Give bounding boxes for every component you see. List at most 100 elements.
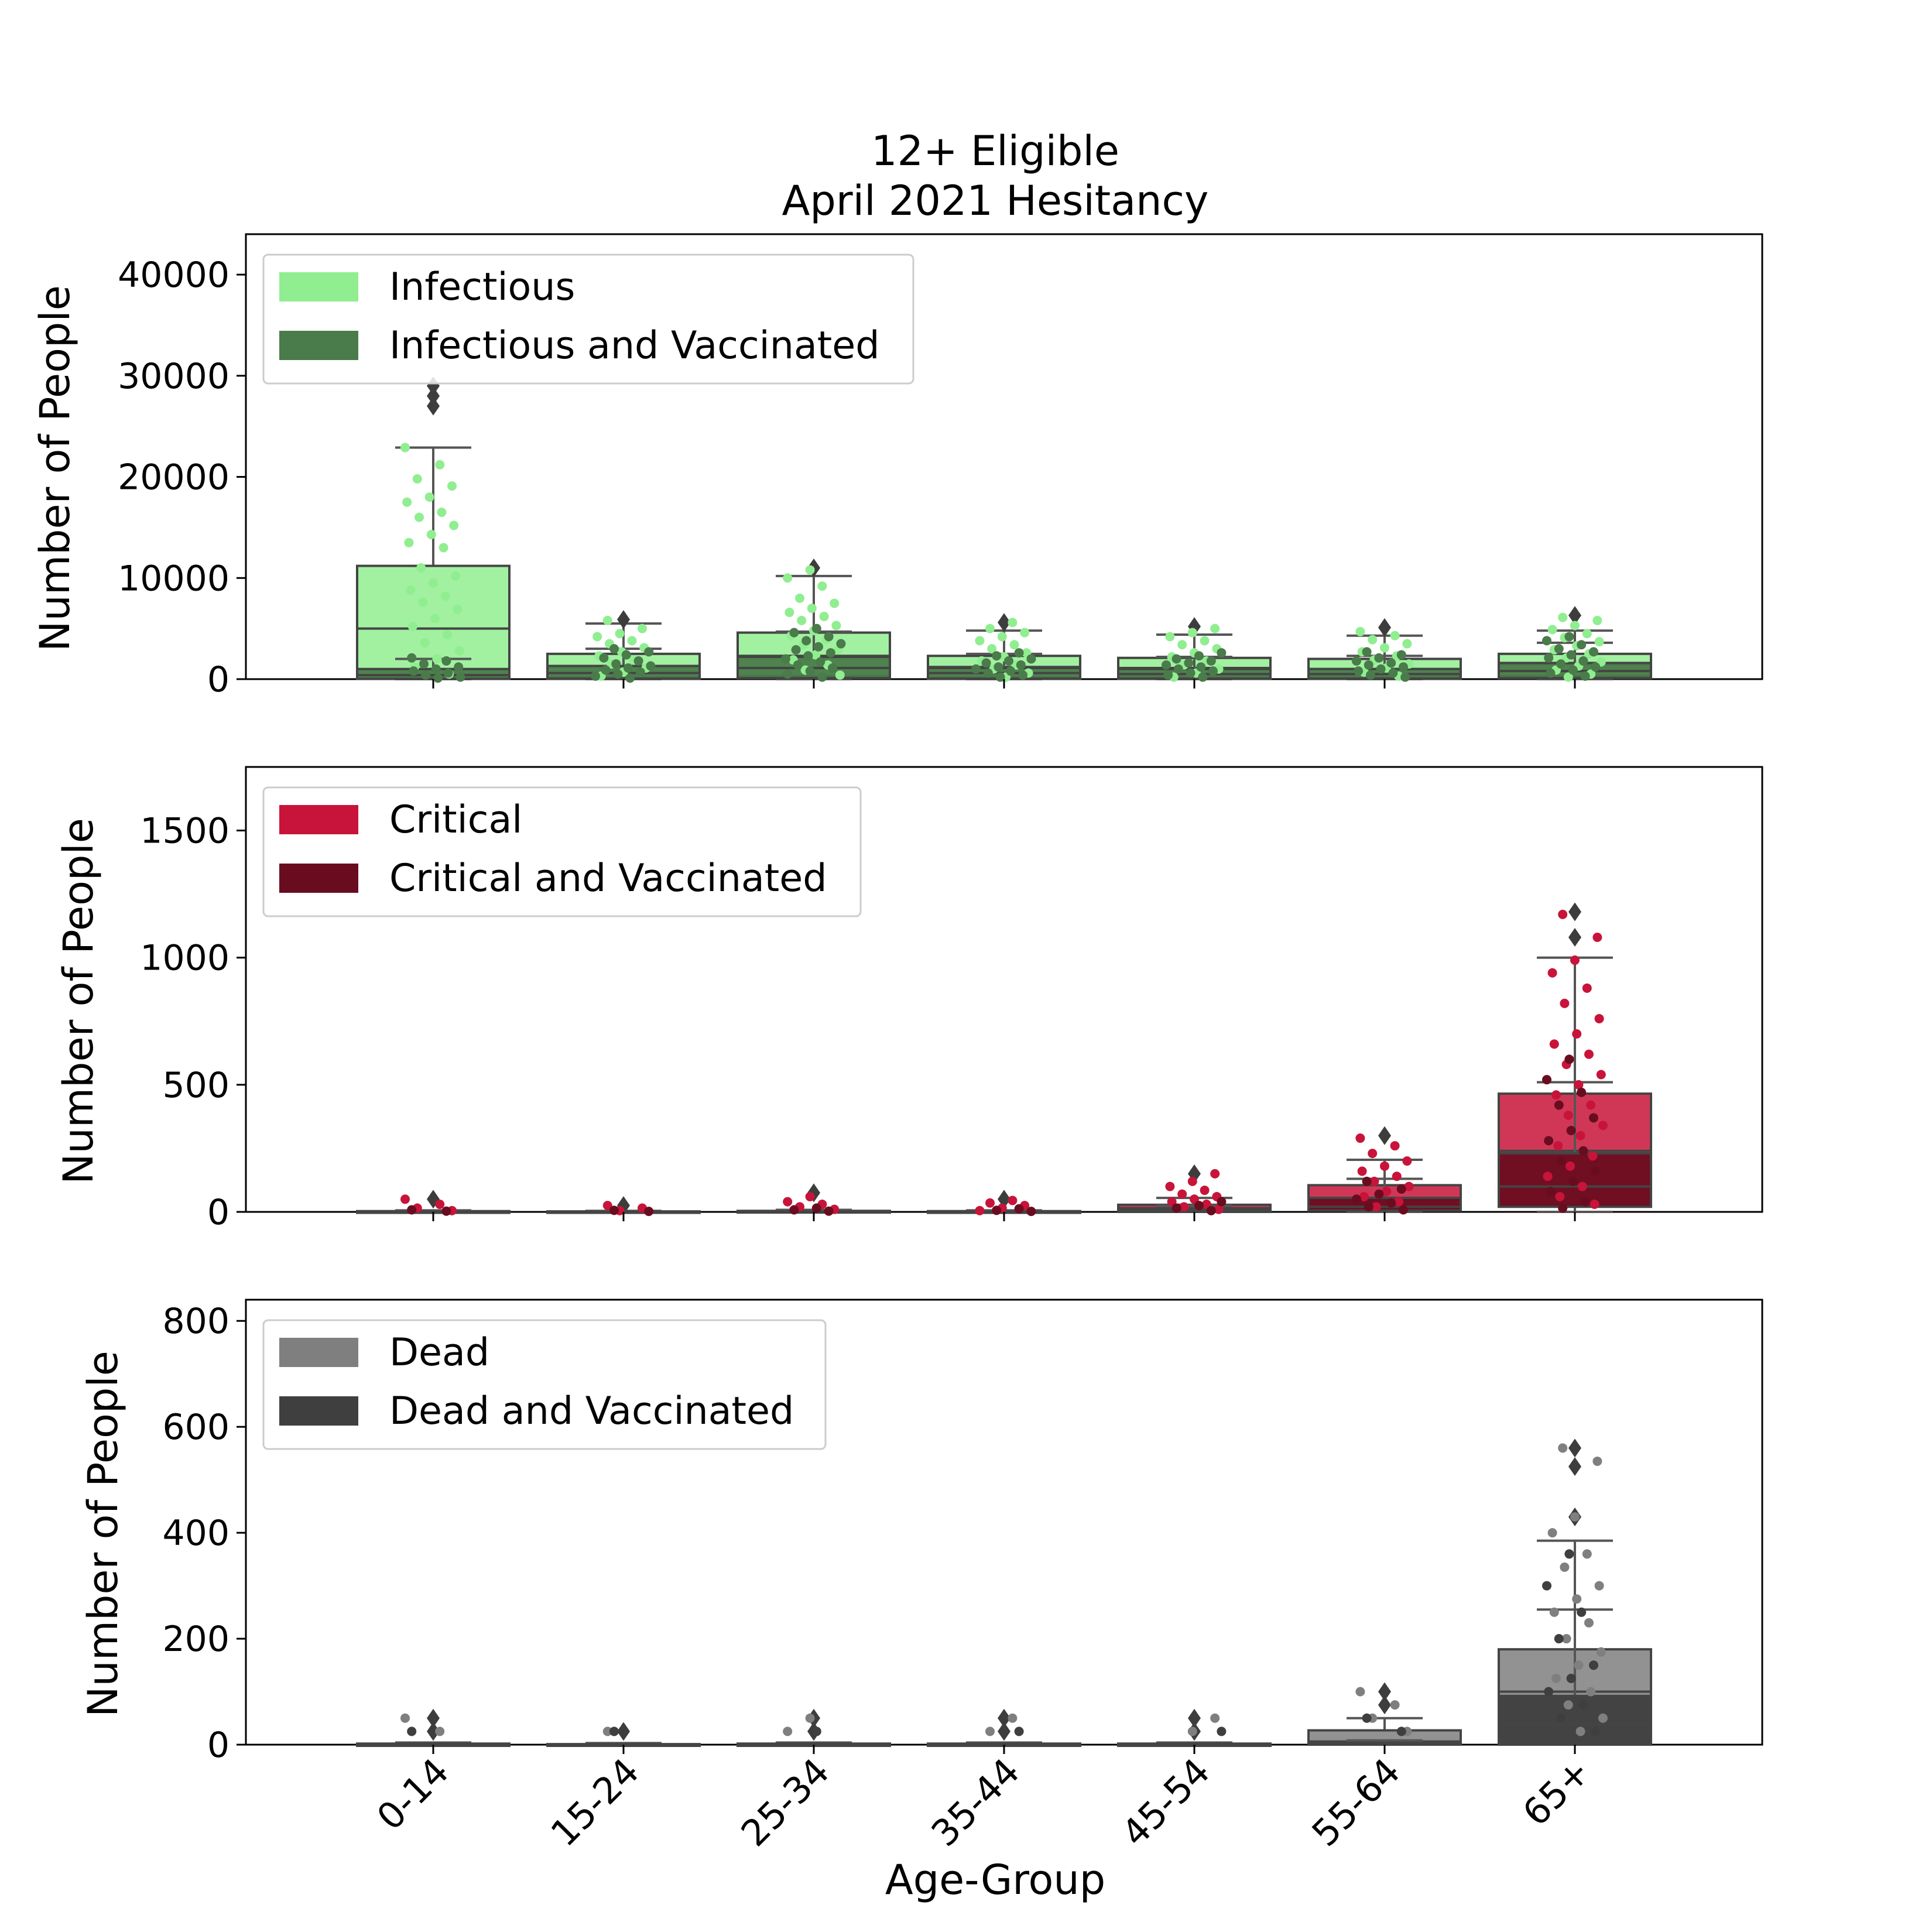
data-point xyxy=(1177,640,1187,650)
data-point xyxy=(1206,656,1216,666)
data-point xyxy=(1556,1713,1566,1723)
data-point xyxy=(1217,648,1227,658)
data-point xyxy=(440,591,450,601)
data-point xyxy=(1553,1141,1563,1151)
outlier-marker xyxy=(427,386,440,406)
data-point xyxy=(1582,983,1592,993)
data-point xyxy=(1547,968,1557,978)
data-point xyxy=(783,669,793,679)
box-dead-25-34 xyxy=(737,1708,891,1746)
data-point xyxy=(1399,662,1408,672)
data-point xyxy=(814,642,823,652)
data-point xyxy=(615,629,625,639)
data-point xyxy=(1591,1727,1601,1736)
chart-title-line2: April 2021 Hesitancy xyxy=(782,177,1209,225)
data-point xyxy=(1556,1156,1566,1166)
data-point xyxy=(1555,1191,1565,1201)
data-point xyxy=(1187,1727,1197,1736)
data-point xyxy=(805,565,815,575)
data-point xyxy=(1563,1110,1573,1120)
data-point xyxy=(420,638,430,648)
data-point xyxy=(828,663,837,673)
data-point xyxy=(1584,1049,1594,1059)
data-point xyxy=(1357,1166,1367,1176)
outlier-marker xyxy=(617,610,630,629)
legend-label: Dead xyxy=(389,1331,489,1375)
data-point xyxy=(811,1727,821,1736)
data-point xyxy=(994,662,1003,672)
box-critical-and-vaccinated-65+ xyxy=(1498,1081,1652,1213)
data-point xyxy=(625,673,635,683)
outlier-marker xyxy=(1568,927,1581,947)
data-point xyxy=(591,671,600,681)
data-point xyxy=(609,1727,619,1736)
box-dead-35-44 xyxy=(927,1708,1081,1746)
box-dead-45-54 xyxy=(1117,1708,1272,1746)
data-point xyxy=(453,604,463,614)
data-point xyxy=(1368,1149,1378,1159)
y-tick-label: 0 xyxy=(207,1725,229,1766)
data-point xyxy=(1402,1156,1412,1166)
data-point xyxy=(1542,1075,1551,1085)
data-point xyxy=(1364,1202,1373,1212)
data-point xyxy=(981,658,991,668)
legend-label: Dead and Vaccinated xyxy=(389,1389,794,1433)
legend-swatch xyxy=(279,331,358,360)
box-iqr xyxy=(1498,1694,1652,1746)
data-point xyxy=(1594,1013,1604,1023)
data-point xyxy=(997,632,1007,642)
box-iqr xyxy=(1498,1152,1652,1208)
outlier-marker xyxy=(1568,1438,1581,1458)
data-point xyxy=(441,1206,451,1216)
data-point xyxy=(1179,1202,1189,1212)
data-point xyxy=(1210,624,1220,633)
data-point xyxy=(1362,647,1372,657)
data-point xyxy=(1598,1713,1608,1723)
data-point xyxy=(1400,672,1410,682)
data-point xyxy=(1354,666,1364,676)
data-point xyxy=(1547,625,1557,635)
data-point xyxy=(817,581,827,591)
data-point xyxy=(407,653,417,663)
y-axis-label: Number of People xyxy=(31,285,79,652)
data-point xyxy=(1547,1528,1557,1538)
data-point xyxy=(1598,1121,1608,1131)
data-point xyxy=(416,563,426,573)
data-point xyxy=(601,665,611,675)
data-point xyxy=(983,668,993,678)
data-point xyxy=(1558,909,1568,919)
data-point xyxy=(1558,1203,1568,1213)
data-point xyxy=(1563,672,1573,682)
data-point xyxy=(1584,1618,1594,1628)
y-tick-label: 600 xyxy=(162,1407,229,1448)
y-tick-label: 200 xyxy=(162,1619,229,1660)
data-point xyxy=(1588,1151,1598,1161)
data-point xyxy=(1008,1713,1018,1723)
data-point xyxy=(1582,629,1592,639)
legend-label: Critical and Vaccinated xyxy=(389,857,827,900)
data-point xyxy=(419,659,429,669)
chart-panel-3: 0 200 400 600 800 Number of People Dead Dead an… xyxy=(79,1299,1763,1766)
data-point xyxy=(1187,628,1197,638)
data-point xyxy=(418,597,428,607)
data-point xyxy=(1566,1126,1576,1136)
y-tick-label: 0 xyxy=(207,659,229,700)
data-point xyxy=(1374,1189,1384,1199)
outlier-marker xyxy=(1378,1695,1391,1715)
legend-box xyxy=(262,786,862,917)
data-point xyxy=(791,645,801,655)
outlier-marker xyxy=(998,1722,1010,1741)
data-point xyxy=(1551,1090,1561,1100)
data-point xyxy=(609,1205,619,1215)
box-infectious-and-vaccinated-25-34 xyxy=(737,630,891,680)
chart-panel-1: 0 10000 20000 30000 40000 Number of People Inf… xyxy=(31,233,1763,700)
box-dead-0-14 xyxy=(356,1708,511,1746)
data-point xyxy=(1594,1581,1604,1591)
data-point xyxy=(609,644,619,654)
outlier-marker xyxy=(1568,606,1581,625)
data-point xyxy=(995,672,1005,682)
data-point xyxy=(783,1197,793,1207)
data-point xyxy=(1564,1054,1574,1064)
data-point xyxy=(1580,1197,1590,1207)
data-point xyxy=(1544,1136,1554,1146)
